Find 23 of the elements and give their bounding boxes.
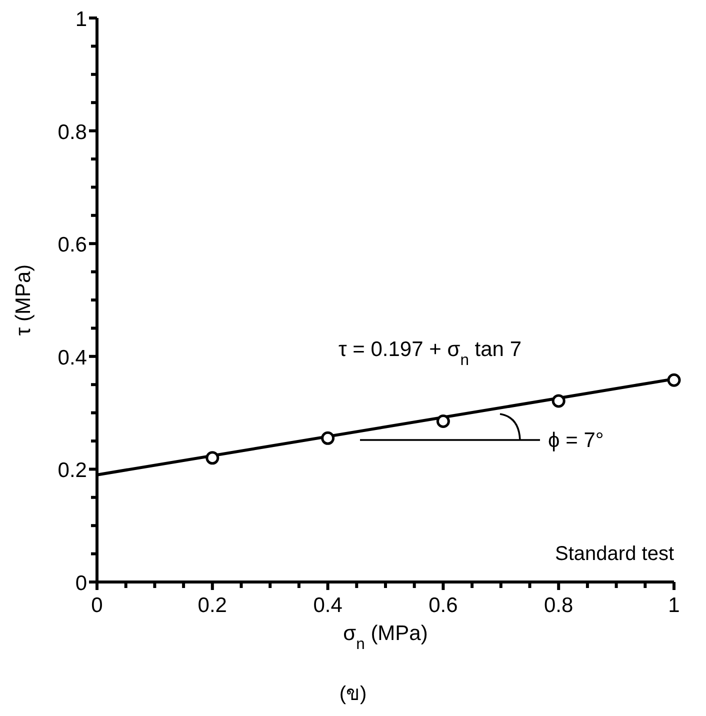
x-tick-label: 0.8 (544, 594, 574, 617)
annotation: τ = 0.197 + σ$_{n}$ tan 7 (338, 338, 522, 368)
y-tick-label: 0 (75, 572, 87, 595)
point (667, 373, 681, 387)
text: (ข) (339, 683, 367, 705)
x-tick-label: 0 (91, 594, 103, 617)
x-tick-label: 1 (668, 594, 680, 617)
y-tick-label: 1 (75, 8, 87, 31)
x-tick-label: 0.6 (428, 594, 458, 617)
point (436, 414, 450, 428)
y-tick-label: 0.8 (58, 120, 87, 144)
annotation: Standard test (555, 543, 674, 565)
x-tick-label: 0.2 (198, 594, 227, 617)
point (321, 431, 335, 445)
point (206, 451, 220, 465)
x-tick-label: 0.4 (313, 594, 343, 617)
annotation: ϕ = 7° (548, 429, 604, 452)
y-tick-label: 0.2 (58, 459, 87, 482)
y-tick-label: 0.4 (58, 346, 88, 370)
y-tick-label: 0.6 (58, 234, 87, 257)
point (552, 394, 566, 408)
y-axis-title: τ (MPa) (12, 264, 35, 336)
x-axis-title: σ$_{n}$ (MPa) (343, 622, 428, 652)
